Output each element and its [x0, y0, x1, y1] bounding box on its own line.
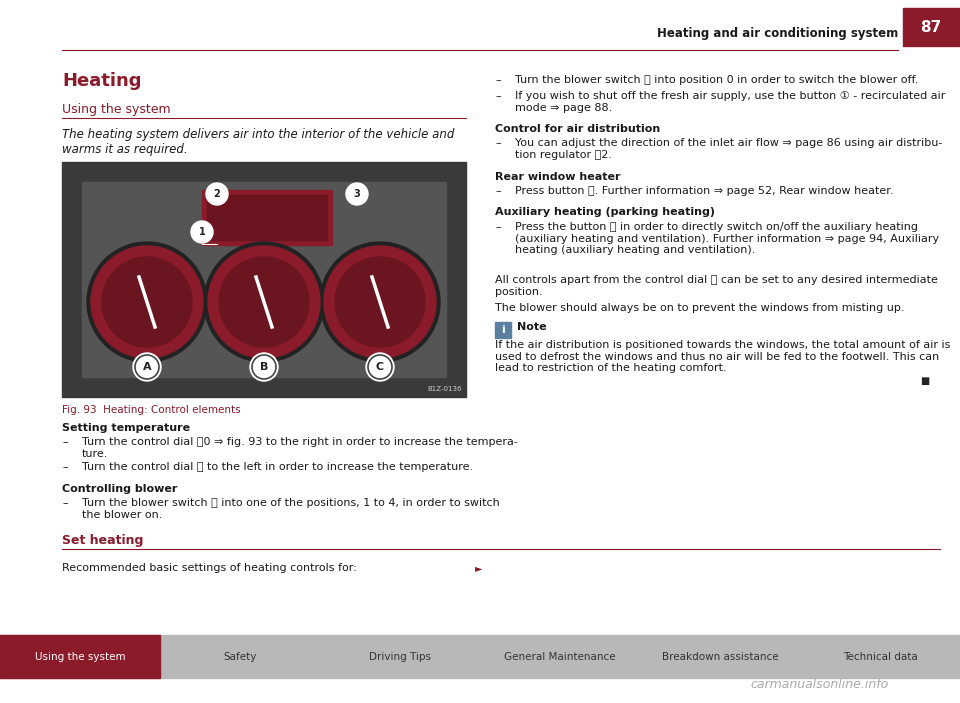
- Text: Press button ⑂. Further information ⇒ page 52, Rear window heater.: Press button ⑂. Further information ⇒ pa…: [515, 186, 894, 196]
- Text: Turn the blower switch ⑁ into one of the positions, 1 to 4, in order to switch
t: Turn the blower switch ⑁ into one of the…: [82, 498, 500, 520]
- Text: ►: ►: [475, 563, 483, 573]
- Text: 3: 3: [353, 189, 360, 199]
- Bar: [82, 182, 446, 377]
- Text: Fig. 93  Heating: Control elements: Fig. 93 Heating: Control elements: [62, 405, 241, 415]
- Circle shape: [102, 257, 192, 347]
- Circle shape: [206, 183, 228, 205]
- Circle shape: [208, 246, 320, 358]
- Bar: [0, 635, 160, 678]
- Text: Using the system: Using the system: [35, 652, 126, 662]
- Circle shape: [346, 183, 368, 205]
- Text: Setting temperature: Setting temperature: [62, 423, 190, 433]
- Circle shape: [191, 221, 213, 243]
- Text: –: –: [495, 186, 500, 196]
- Text: Press the button ⑃ in order to directly switch on/off the auxiliary heating
(aux: Press the button ⑃ in order to directly …: [515, 222, 939, 255]
- Text: –: –: [495, 91, 500, 101]
- Text: Rear window heater: Rear window heater: [495, 172, 620, 182]
- Text: C: C: [376, 362, 384, 372]
- Text: –: –: [495, 75, 500, 85]
- Circle shape: [219, 257, 309, 347]
- Text: –: –: [495, 222, 500, 232]
- Bar: [903, 8, 960, 46]
- Circle shape: [87, 242, 207, 362]
- Text: 1: 1: [199, 227, 205, 237]
- Circle shape: [91, 246, 203, 358]
- Text: –: –: [495, 138, 500, 148]
- Text: All controls apart from the control dial ⑁ can be set to any desired intermediat: All controls apart from the control dial…: [495, 275, 938, 297]
- Circle shape: [366, 353, 394, 381]
- Text: 87: 87: [921, 20, 942, 34]
- Text: B1Z-0136: B1Z-0136: [427, 386, 462, 392]
- Bar: [495, 322, 511, 338]
- Circle shape: [335, 257, 425, 347]
- Text: Recommended basic settings of heating controls for:: Recommended basic settings of heating co…: [62, 563, 357, 573]
- Circle shape: [250, 353, 278, 381]
- Text: Note: Note: [517, 322, 546, 332]
- Text: Controlling blower: Controlling blower: [62, 484, 178, 494]
- Bar: [0, 635, 960, 678]
- Text: If the air distribution is positioned towards the windows, the total amount of a: If the air distribution is positioned to…: [495, 340, 950, 373]
- Circle shape: [133, 353, 161, 381]
- Text: ■: ■: [920, 376, 929, 386]
- Text: You can adjust the direction of the inlet air flow ⇒ page 86 using air distribu-: You can adjust the direction of the inle…: [515, 138, 943, 160]
- Text: Turn the control dial ⑀0 ⇒ fig. 93 to the right in order to increase the tempera: Turn the control dial ⑀0 ⇒ fig. 93 to th…: [82, 437, 517, 458]
- Text: carmanualsonline.info: carmanualsonline.info: [750, 678, 888, 692]
- Circle shape: [320, 242, 440, 362]
- Text: Using the system: Using the system: [62, 103, 171, 116]
- Text: Set heating: Set heating: [62, 534, 143, 547]
- Text: –: –: [62, 498, 67, 508]
- Text: –: –: [62, 437, 67, 447]
- Text: The heating system delivers air into the interior of the vehicle and
warms it as: The heating system delivers air into the…: [62, 128, 454, 156]
- Text: General Maintenance: General Maintenance: [504, 652, 615, 662]
- Text: Driving Tips: Driving Tips: [369, 652, 431, 662]
- Text: Safety: Safety: [224, 652, 256, 662]
- Text: Heating: Heating: [62, 72, 141, 90]
- Text: Heating and air conditioning system: Heating and air conditioning system: [657, 27, 898, 41]
- Text: 2: 2: [214, 189, 221, 199]
- Bar: [207, 195, 327, 240]
- Text: If you wish to shut off the fresh air supply, use the button ① - recirculated ai: If you wish to shut off the fresh air su…: [515, 91, 946, 112]
- Circle shape: [204, 242, 324, 362]
- Bar: [62, 162, 466, 397]
- Circle shape: [324, 246, 436, 358]
- Text: Control for air distribution: Control for air distribution: [495, 124, 660, 134]
- Text: B: B: [260, 362, 268, 372]
- Text: –: –: [62, 462, 67, 472]
- Text: A: A: [143, 362, 152, 372]
- Text: i: i: [501, 325, 505, 335]
- Text: Turn the blower switch ⑁ into position 0 in order to switch the blower off.: Turn the blower switch ⑁ into position 0…: [515, 75, 919, 85]
- Text: Auxiliary heating (parking heating): Auxiliary heating (parking heating): [495, 207, 715, 217]
- Text: Breakdown assistance: Breakdown assistance: [661, 652, 779, 662]
- Bar: [202, 190, 332, 245]
- Text: Turn the control dial ⑀ to the left in order to increase the temperature.: Turn the control dial ⑀ to the left in o…: [82, 462, 473, 472]
- Text: The blower should always be on to prevent the windows from misting up.: The blower should always be on to preven…: [495, 303, 904, 313]
- Text: Technical data: Technical data: [843, 652, 918, 662]
